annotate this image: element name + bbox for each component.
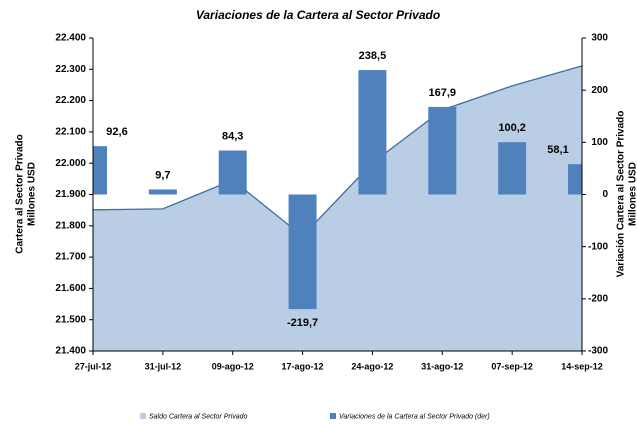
bar: [288, 194, 317, 310]
y-tick-label: 21.700: [55, 252, 86, 263]
bar: [568, 164, 582, 195]
bar: [358, 70, 387, 195]
x-tick-label: 31-ago-12: [421, 361, 463, 371]
y-tick-label: 21.400: [55, 346, 86, 357]
y2-tick-label: -100: [588, 241, 608, 252]
data-label: -219,7: [287, 317, 318, 329]
y-tick-label: 22.300: [55, 64, 86, 75]
y2-axis-title: Variación Cartera al Sector Privado: [616, 111, 627, 278]
bar: [498, 142, 527, 195]
bar: [93, 146, 107, 195]
data-label: 84,3: [222, 130, 243, 142]
bar: [148, 189, 177, 195]
data-label: 167,9: [429, 87, 457, 99]
y2-tick-label: -300: [588, 346, 608, 357]
x-tick-label: 09-ago-12: [212, 361, 254, 371]
x-tick-label: 17-ago-12: [282, 361, 324, 371]
x-tick-label: 27-jul-12: [75, 361, 112, 371]
y-tick-label: 21.900: [55, 189, 86, 200]
data-label: 9,7: [155, 169, 170, 181]
y-tick-label: 21.600: [55, 283, 86, 294]
area: [93, 65, 582, 352]
x-tick-label: 07-sep-12: [491, 361, 533, 371]
legend-label: Variaciones de la Cartera al Sector Priv…: [339, 413, 490, 420]
data-label: 92,6: [106, 126, 127, 138]
x-tick-label: 14-sep-12: [561, 361, 603, 371]
y-tick-label: 22.400: [55, 33, 86, 44]
y-tick-label: 22.200: [55, 95, 86, 106]
y2-tick-label: 200: [591, 85, 608, 96]
y2-tick-label: 100: [591, 137, 608, 148]
legend-swatch: [140, 413, 146, 419]
data-label: 238,5: [359, 50, 387, 62]
chart-title: Variaciones de la Cartera al Sector Priv…: [196, 8, 440, 22]
bar: [428, 106, 457, 195]
bar: [218, 150, 247, 195]
data-label: 100,2: [498, 122, 526, 134]
y2-axis-title: Millones USD: [628, 162, 637, 226]
y2-tick-label: -200: [588, 293, 608, 304]
legend-swatch: [330, 413, 336, 419]
y-tick-label: 21.800: [55, 220, 86, 231]
y2-tick-label: 0: [602, 189, 608, 200]
area-line: [92, 65, 583, 238]
legend-label: Saldo Cartera al Sector Privado: [149, 413, 248, 420]
y-tick-label: 22.100: [55, 127, 86, 138]
y-axis-title: Millones USD: [27, 162, 38, 226]
y-axis-title: Cartera al Sector Privado: [15, 134, 26, 254]
y-tick-label: 22.000: [55, 158, 86, 169]
x-tick-label: 31-jul-12: [145, 361, 182, 371]
y2-tick-label: 300: [591, 33, 608, 44]
data-label: 58,1: [547, 144, 568, 156]
y-tick-label: 21.500: [55, 314, 86, 325]
x-tick-label: 24-ago-12: [351, 361, 393, 371]
bars: [93, 70, 582, 310]
